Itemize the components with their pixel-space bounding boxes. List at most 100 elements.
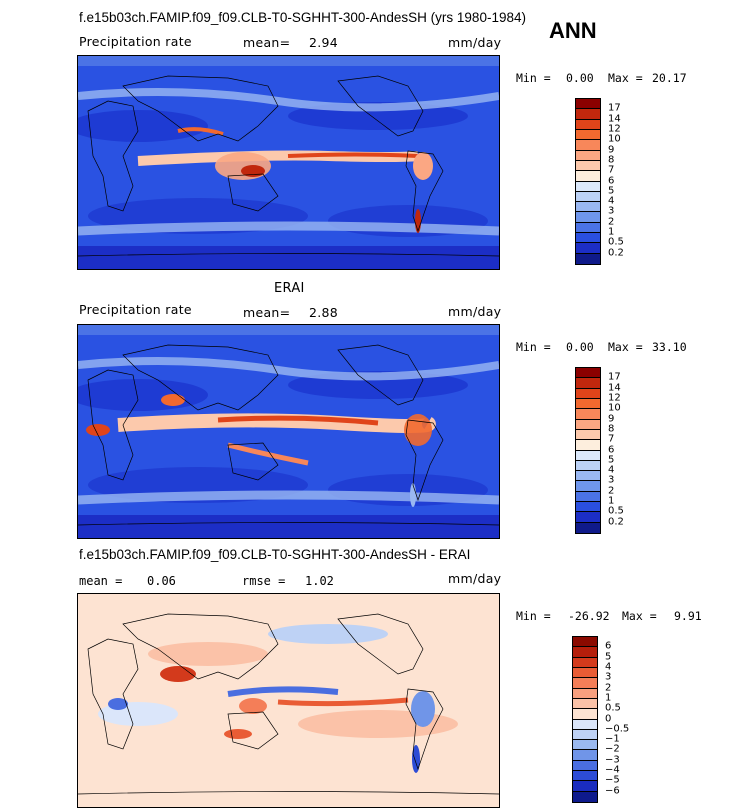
colorbar-swatch <box>576 202 600 213</box>
max-value: 20.17 <box>652 71 687 85</box>
mean-value: 2.94 <box>309 35 339 50</box>
plot-title: f.e15b03ch.FAMIP.f09_f09.CLB-T0-SGHHT-30… <box>79 10 526 25</box>
colorbar-tick-label: 2 <box>608 216 615 228</box>
colorbar-tick-label: 0.2 <box>608 247 624 259</box>
colorbar-swatch <box>576 233 600 244</box>
mean-label: mean= <box>243 35 291 50</box>
mean-value: 0.06 <box>147 574 176 588</box>
colorbar-tick-label: 6 <box>605 640 612 652</box>
variable-label: Precipitation rate <box>79 302 192 317</box>
colorbar-swatch <box>576 460 600 472</box>
colorbar-swatch <box>576 99 600 110</box>
max-label: Max = <box>608 71 643 85</box>
colorbar-tick-label: 2 <box>608 485 615 497</box>
colorbar-swatch <box>573 719 597 730</box>
colorbar-tick-label: 7 <box>608 164 615 176</box>
colorbar-tick-label: 3 <box>608 205 615 217</box>
map-canvas <box>78 56 499 269</box>
colorbar-swatch <box>576 171 600 182</box>
colorbar-tick-label: 10 <box>608 133 621 145</box>
colorbar-tick-label: −5 <box>605 774 620 786</box>
colorbar-tick-label: −0.5 <box>605 723 630 735</box>
precip-map-model <box>77 55 500 270</box>
colorbar-tick-label: 1 <box>608 495 615 507</box>
colorbar-tick-label: 4 <box>605 661 612 673</box>
colorbar-tick-label: 17 <box>608 102 621 114</box>
colorbar-tick-label: 0.2 <box>608 516 624 528</box>
colorbar-swatch <box>576 440 600 451</box>
colorbar-swatch <box>576 129 600 141</box>
colorbar-swatch <box>573 771 597 782</box>
colorbar-swatch <box>576 388 600 399</box>
colorbar-swatch <box>576 212 600 223</box>
units-label: mm/day <box>448 304 502 319</box>
colorbar-swatch <box>576 191 600 203</box>
colorbar-tick-label: 14 <box>608 382 621 394</box>
colorbar-swatch <box>573 678 597 689</box>
mean-value: 2.88 <box>309 305 339 320</box>
colorbar-tick-label: 9 <box>608 144 615 156</box>
min-label: Min = <box>516 71 551 85</box>
colorbar-swatch <box>573 698 597 710</box>
colorbar-erai <box>575 367 601 534</box>
colorbar-diff <box>572 636 598 803</box>
colorbar-swatch <box>576 398 600 410</box>
colorbar-swatch <box>573 709 597 720</box>
colorbar-swatch <box>573 657 597 668</box>
colorbar-model <box>575 98 601 265</box>
colorbar-swatch <box>576 109 600 120</box>
colorbar-swatch <box>576 502 600 513</box>
colorbar-tick-label: 5 <box>605 651 612 663</box>
colorbar-swatch <box>576 181 600 192</box>
precip-map-erai <box>77 324 500 539</box>
colorbar-tick-label: 5 <box>608 185 615 197</box>
colorbar-swatch <box>573 781 597 792</box>
colorbar-swatch <box>573 647 597 658</box>
colorbar-swatch <box>576 253 600 264</box>
max-value: 33.10 <box>652 340 687 354</box>
colorbar-swatch <box>576 429 600 441</box>
panel-heading-erai: ERAI <box>274 281 305 296</box>
colorbar-labels-erai: 17 14 12 10 9 8 7 6 5 4 3 2 1 0.5 0.2 <box>608 367 648 534</box>
colorbar-swatch <box>576 522 600 533</box>
map-canvas <box>78 594 499 807</box>
colorbar-tick-label: 1 <box>608 226 615 238</box>
min-value: 0.00 <box>566 71 594 85</box>
colorbar-tick-label: 6 <box>608 175 615 186</box>
colorbar-tick-label: 7 <box>608 433 615 445</box>
colorbar-tick-label: 12 <box>608 392 621 404</box>
min-value: -26.92 <box>568 609 610 623</box>
colorbar-tick-label: 14 <box>608 113 621 125</box>
colorbar-swatch <box>576 512 600 523</box>
colorbar-swatch <box>576 368 600 379</box>
min-label: Min = <box>516 609 551 623</box>
colorbar-swatch <box>576 243 600 254</box>
rmse-label: rmse = <box>242 574 286 588</box>
colorbar-swatch <box>576 491 600 503</box>
colorbar-tick-label: 10 <box>608 402 621 414</box>
min-label: Min = <box>516 340 551 354</box>
colorbar-tick-label: 2 <box>605 682 612 694</box>
mean-label: mean = <box>79 574 123 588</box>
colorbar-swatch <box>576 378 600 389</box>
colorbar-swatch <box>576 471 600 482</box>
colorbar-tick-label: −3 <box>605 754 620 766</box>
colorbar-tick-label: 12 <box>608 123 621 135</box>
min-value: 0.00 <box>566 340 594 354</box>
colorbar-tick-label: 1 <box>605 692 612 704</box>
precip-diff-map <box>77 593 500 808</box>
units-label: mm/day <box>448 571 502 586</box>
colorbar-tick-label: −6 <box>605 785 620 797</box>
colorbar-tick-label: −4 <box>605 764 620 776</box>
colorbar-tick-label: 4 <box>608 195 615 207</box>
colorbar-swatch <box>573 667 597 679</box>
colorbar-swatch <box>576 150 600 161</box>
colorbar-swatch <box>576 450 600 461</box>
colorbar-tick-label: 0.5 <box>608 236 624 248</box>
colorbar-swatch <box>573 637 597 648</box>
colorbar-tick-label: 8 <box>608 423 615 435</box>
max-value: 9.91 <box>674 609 702 623</box>
colorbar-tick-label: 9 <box>608 413 615 425</box>
max-label: Max = <box>608 340 643 354</box>
colorbar-swatch <box>573 760 597 772</box>
